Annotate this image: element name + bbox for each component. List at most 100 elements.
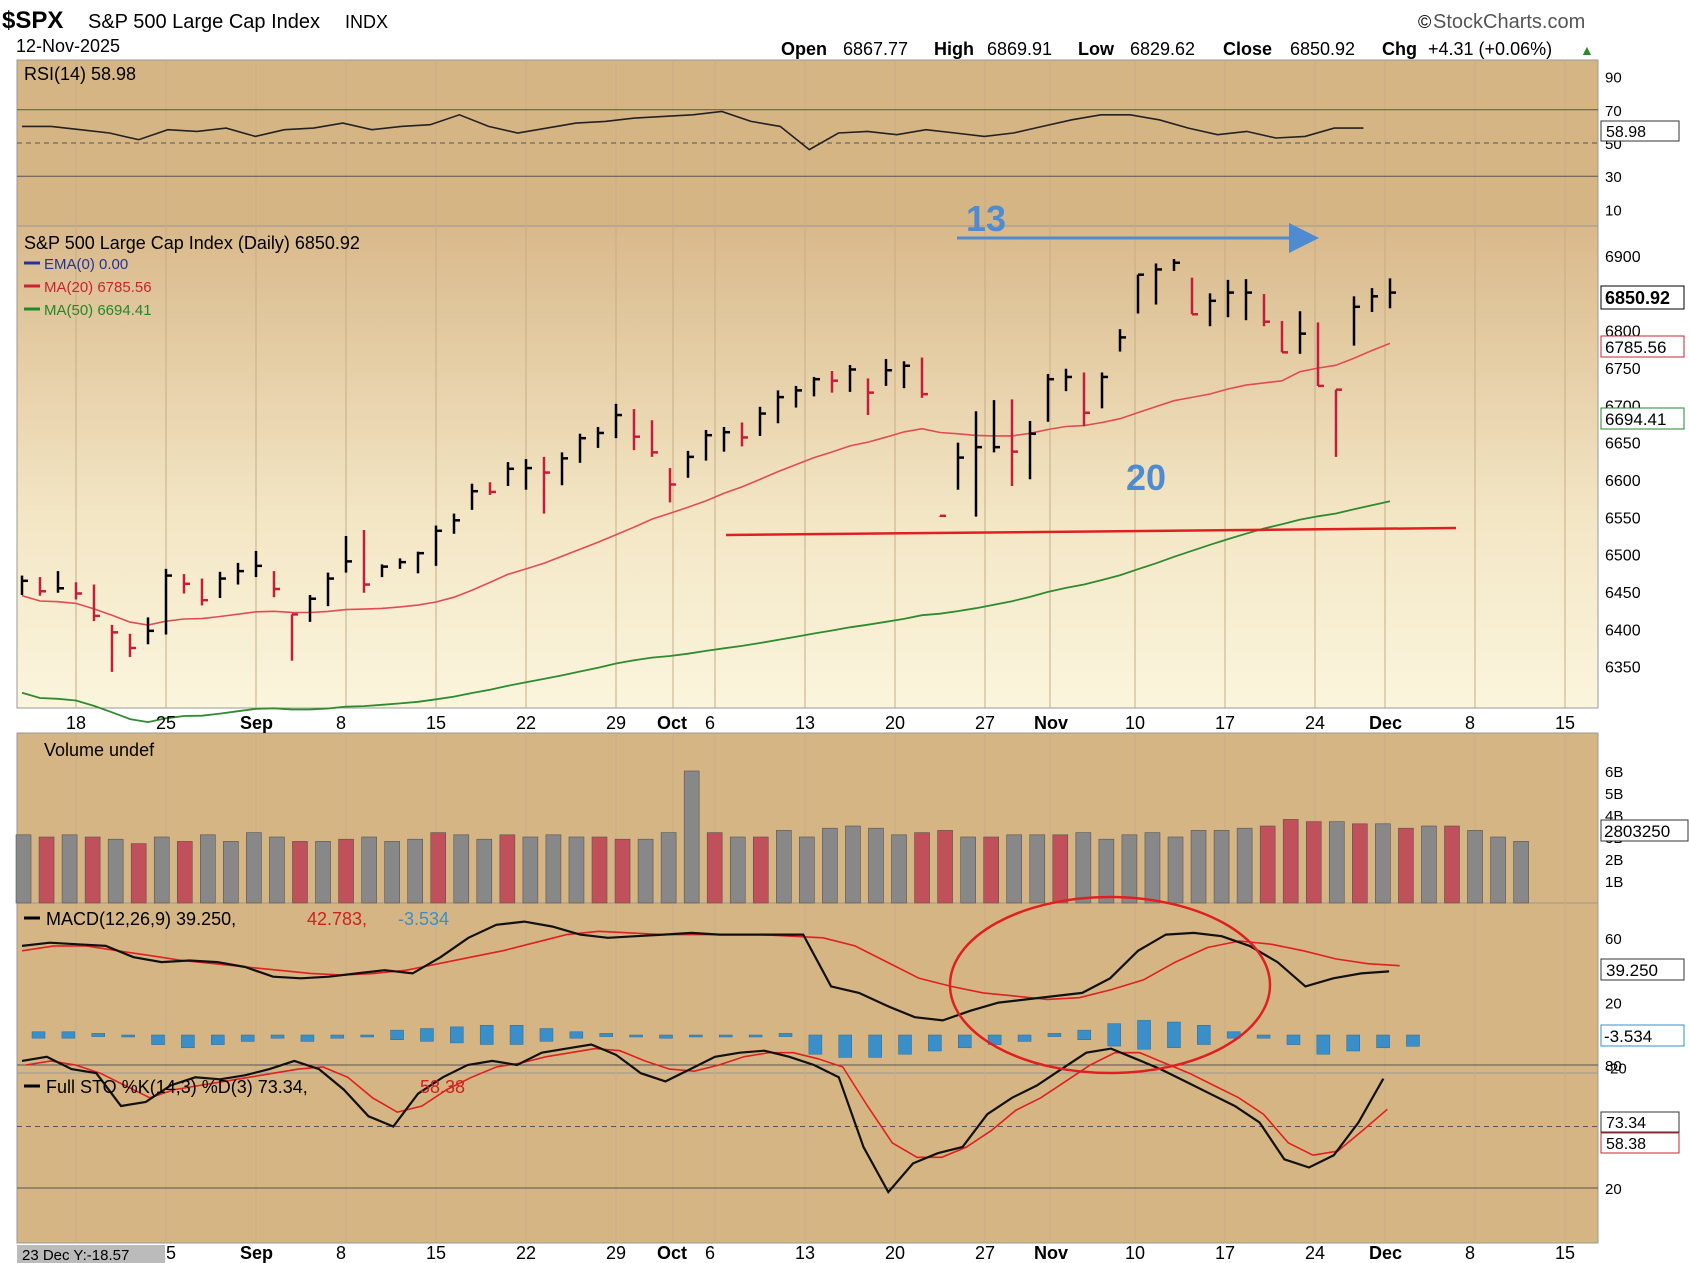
volume-bar bbox=[1144, 832, 1161, 904]
svg-text:6850.92: 6850.92 bbox=[1290, 39, 1355, 59]
volume-bar bbox=[1490, 836, 1506, 904]
price-legend: EMA(0) 0.00 MA(20) 6785.56 MA(50) 6694.4… bbox=[24, 256, 152, 319]
macd-label: MACD(12,26,9) 39.250, 42.783, -3.534 bbox=[24, 909, 449, 929]
svg-text:73.34: 73.34 bbox=[1606, 1115, 1646, 1132]
svg-text:Open: Open bbox=[781, 39, 827, 59]
volume-bar bbox=[1421, 825, 1437, 904]
volume-bar bbox=[1305, 821, 1322, 904]
macd-highlight-ellipse bbox=[948, 895, 1272, 1075]
sto-tick-label: 80 bbox=[1605, 1058, 1622, 1075]
x-axis-label-bottom: 15 bbox=[1555, 1243, 1575, 1263]
macd-histogram-bar bbox=[61, 1031, 76, 1039]
x-axis-label-bottom: 10 bbox=[1125, 1243, 1145, 1263]
x-axis-label-bottom: 22 bbox=[516, 1243, 536, 1263]
volume-bar bbox=[1259, 825, 1276, 904]
volume-bar bbox=[153, 836, 170, 904]
volume-bar bbox=[292, 841, 308, 904]
volume-bar bbox=[384, 841, 400, 904]
volume-tick-label: 2B bbox=[1605, 852, 1623, 869]
macd-histogram-bar bbox=[718, 1034, 733, 1038]
price-tick-label: 6900 bbox=[1605, 249, 1641, 266]
volume-tick-label: 1B bbox=[1605, 874, 1623, 891]
x-axis-label-bottom: 6 bbox=[705, 1243, 715, 1263]
volume-bar bbox=[614, 838, 631, 904]
macd-histogram-bar bbox=[1167, 1021, 1181, 1048]
svg-text:Chg: Chg bbox=[1382, 39, 1417, 59]
price-tick-label: 6600 bbox=[1605, 473, 1641, 490]
ma50-line bbox=[21, 500, 1391, 724]
x-axis-label: 15 bbox=[426, 713, 446, 733]
ohlc-readout: Open 6867.77 High 6869.91 Low 6829.62 Cl… bbox=[781, 39, 1594, 59]
macd-histogram-bar bbox=[1256, 1034, 1271, 1039]
svg-text:-3.534: -3.534 bbox=[1604, 1027, 1652, 1046]
sto-k-tag: 73.34 bbox=[1600, 1111, 1680, 1133]
macd-histogram-bar bbox=[898, 1034, 912, 1055]
macd-histogram-bar bbox=[838, 1034, 853, 1058]
volume-bar bbox=[176, 841, 193, 904]
volume-bar bbox=[914, 832, 930, 904]
macd-histogram-bar bbox=[539, 1028, 554, 1042]
svg-text:High: High bbox=[934, 39, 974, 59]
index-name: S&P 500 Large Cap Index bbox=[88, 11, 320, 33]
macd-histogram-bar bbox=[1137, 1020, 1151, 1050]
chg-up-arrow-icon: ▲ bbox=[1580, 42, 1594, 58]
volume-bar bbox=[246, 832, 262, 904]
footer-box bbox=[17, 1245, 165, 1263]
x-axis-label-bottom: 13 bbox=[795, 1243, 815, 1263]
volume-bar bbox=[637, 838, 654, 904]
macd-histogram-bar bbox=[1346, 1034, 1360, 1052]
price-panel bbox=[16, 225, 1599, 709]
sto-tick-label: 20 bbox=[1605, 1181, 1622, 1198]
volume-bar bbox=[752, 836, 769, 904]
x-axis-label: 15 bbox=[1555, 713, 1575, 733]
volume-bar bbox=[430, 832, 447, 904]
exchange: INDX bbox=[345, 12, 388, 32]
price-tick-label: 6500 bbox=[1605, 548, 1641, 565]
macd-histogram-bar bbox=[360, 1034, 374, 1038]
x-axis-label-bottom: Nov bbox=[1034, 1243, 1068, 1263]
volume-bar bbox=[545, 834, 562, 904]
macd-histogram-bar bbox=[91, 1033, 106, 1037]
count-13-annotation: 13 bbox=[966, 198, 1006, 239]
x-axis-label-bottom: 15 bbox=[426, 1243, 446, 1263]
svg-text:6785.56: 6785.56 bbox=[1605, 338, 1666, 357]
x-axis-label: 13 bbox=[795, 713, 815, 733]
macd-histogram-bar bbox=[240, 1034, 255, 1042]
price-tick-label: 6650 bbox=[1605, 436, 1641, 453]
macd-panel bbox=[16, 902, 1599, 1074]
macd-histogram-bar bbox=[211, 1034, 225, 1045]
x-axis-label-bottom: 20 bbox=[885, 1243, 905, 1263]
macd-histogram-bar bbox=[629, 1034, 643, 1038]
x-axis-label: Oct bbox=[657, 713, 687, 733]
sto-d-tag: 58.38 bbox=[1600, 1132, 1680, 1154]
macd-tick-label: 60 bbox=[1605, 931, 1622, 948]
price-label: S&P 500 Large Cap Index (Daily) 6850.92 bbox=[24, 233, 360, 253]
macd-histogram-bar bbox=[330, 1034, 345, 1039]
svg-text:MACD(12,26,9) 39.250,: MACD(12,26,9) 39.250, bbox=[46, 909, 236, 929]
x-axis-label: Sep bbox=[240, 713, 273, 733]
x-axis-label-bottom: Sep bbox=[240, 1243, 273, 1263]
svg-text:+4.31 (+0.06%): +4.31 (+0.06%) bbox=[1428, 39, 1552, 59]
x-axis-label: Nov bbox=[1034, 713, 1068, 733]
volume-bar bbox=[407, 838, 423, 904]
x-axis-label-bottom: 24 bbox=[1305, 1243, 1325, 1263]
volume-bar bbox=[983, 836, 999, 904]
rsi-tick-label: 70 bbox=[1605, 103, 1622, 120]
price-tick-label: 6350 bbox=[1605, 660, 1641, 677]
volume-bar bbox=[1467, 830, 1483, 904]
svg-text:6869.91: 6869.91 bbox=[987, 39, 1052, 59]
macd-histogram-bar bbox=[1017, 1034, 1032, 1042]
svg-text:MA(50) 6694.41: MA(50) 6694.41 bbox=[44, 302, 152, 319]
macd-histogram-bar bbox=[808, 1034, 823, 1055]
sto-k-line bbox=[21, 1043, 1385, 1195]
ma20-value-tag: 6785.56 bbox=[1600, 335, 1685, 358]
sto-panel bbox=[16, 1072, 1599, 1244]
macd-histogram-bar bbox=[31, 1031, 46, 1039]
volume-bar bbox=[1029, 834, 1046, 904]
macd-histogram-bar bbox=[1376, 1034, 1390, 1049]
macd-value-tag: 39.250 bbox=[1600, 958, 1685, 981]
macd-histogram-bar bbox=[569, 1031, 584, 1039]
x-axis-label: 10 bbox=[1125, 713, 1145, 733]
macd-histogram-bar bbox=[1406, 1034, 1420, 1047]
price-tick-label: 6750 bbox=[1605, 361, 1641, 378]
